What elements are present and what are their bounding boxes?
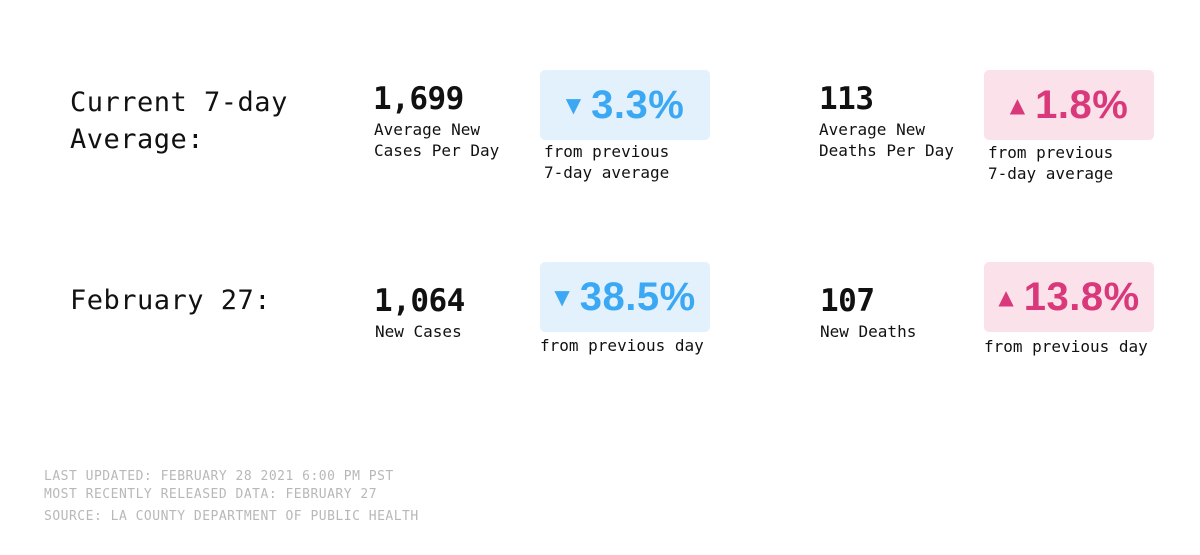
caption-line: from previous day <box>984 337 1148 356</box>
avg-cases-change-caption: from previous 7-day average <box>544 141 669 183</box>
label-line: New Deaths <box>820 322 917 341</box>
label-line: Deaths Per Day <box>819 141 954 160</box>
label-line: Cases Per Day <box>374 141 500 160</box>
avg-cases-label: Average New Cases Per Day <box>374 119 499 161</box>
triangle-down-icon: ▼ <box>554 285 570 309</box>
daily-cases-change-badge: ▼ 38.5% <box>540 262 710 332</box>
row-label-date: February 27: <box>70 282 271 319</box>
caption-line: from previous <box>544 142 670 161</box>
avg-deaths-change-badge: ▲ 1.8% <box>984 70 1154 140</box>
avg-cases-change-badge: ▼ 3.3% <box>540 70 710 140</box>
daily-cases-label: New Cases <box>375 321 462 342</box>
row-label-line: Average: <box>70 124 205 155</box>
caption-line: 7-day average <box>544 163 670 182</box>
daily-deaths-change-caption: from previous day <box>984 336 1148 357</box>
caption-line: from previous <box>988 143 1114 162</box>
row-label-line: Current 7-day <box>70 87 288 118</box>
daily-deaths-change-badge: ▲ 13.8% <box>984 262 1154 332</box>
row-label-line: February 27: <box>70 285 272 316</box>
triangle-up-icon: ▲ <box>1009 93 1026 117</box>
recent-data-note: MOST RECENTLY RELEASED DATA: FEBRUARY 27 <box>44 487 378 502</box>
avg-deaths-value: 113 <box>819 81 874 117</box>
triangle-down-icon: ▼ <box>565 93 582 117</box>
daily-deaths-value: 107 <box>820 283 875 319</box>
avg-deaths-change-value: 1.8% <box>1035 83 1129 127</box>
caption-line: 7-day average <box>988 164 1114 183</box>
label-line: New Cases <box>375 322 462 341</box>
daily-deaths-label: New Deaths <box>820 321 916 342</box>
label-line: Average New <box>374 120 480 139</box>
avg-deaths-change-caption: from previous 7-day average <box>988 142 1113 184</box>
row-label-7day: Current 7-day Average: <box>70 84 288 158</box>
avg-cases-change-value: 3.3% <box>591 83 685 127</box>
label-line: Average New <box>819 120 925 139</box>
avg-deaths-label: Average New Deaths Per Day <box>819 119 954 161</box>
daily-cases-change-caption: from previous day <box>540 335 704 356</box>
daily-cases-value: 1,064 <box>374 283 465 319</box>
last-updated-note: LAST UPDATED: FEBRUARY 28 2021 6:00 PM P… <box>44 469 394 484</box>
daily-cases-change-value: 38.5% <box>579 275 696 319</box>
source-note: SOURCE: LA COUNTY DEPARTMENT OF PUBLIC H… <box>44 509 419 524</box>
avg-cases-value: 1,699 <box>373 81 464 117</box>
caption-line: from previous day <box>540 336 704 355</box>
triangle-up-icon: ▲ <box>998 285 1014 309</box>
daily-deaths-change-value: 13.8% <box>1023 275 1140 319</box>
